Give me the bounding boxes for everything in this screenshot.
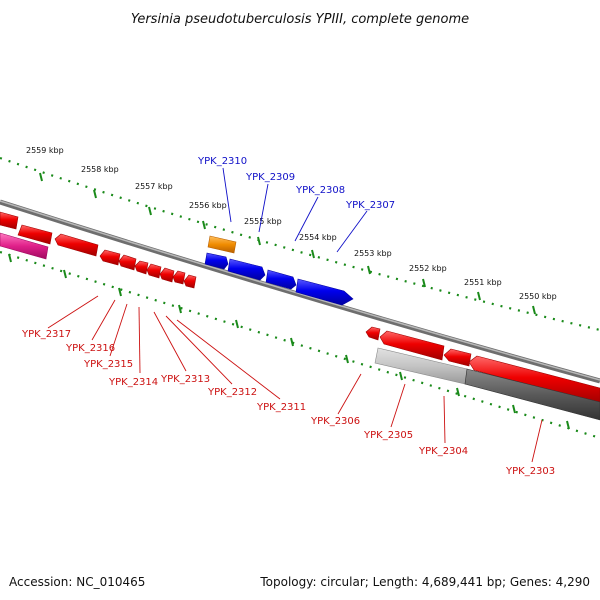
scale-ring-inner [0,250,600,440]
scale-tick-major [367,265,371,275]
forward-genes [204,235,354,306]
gene-label[interactable]: YPK_2306 [310,416,360,427]
gene-ypk-2305-gene[interactable] [379,330,445,361]
scale-tick-inner [399,371,403,381]
scale-tick-major [477,291,481,301]
map-title: Yersinia pseudotuberculosis YPIII, compl… [131,12,469,27]
scale-tick-inner [235,319,239,329]
leader-line [165,315,233,385]
scale-tick-major [202,220,206,230]
leader-line [153,311,187,372]
gene-ypk-2306[interactable] [365,326,381,341]
gene-ypk-2304-gene[interactable] [443,348,472,367]
leader-line [138,306,141,374]
leader-line [294,196,319,242]
gene-label[interactable]: YPK_2311 [256,402,306,413]
gene-label[interactable]: YPK_2317 [21,329,71,340]
gene-label[interactable]: YPK_2309 [245,172,295,183]
leader-line [222,167,232,223]
gene-label[interactable]: YPK_2305 [363,430,413,441]
leader-line [47,295,99,329]
gene-label[interactable]: YPK_2316 [65,343,115,354]
gene-label[interactable]: YPK_2307 [345,200,395,211]
reverse-genes-right [365,326,600,421]
scale-tick-inner [290,337,294,347]
gene-ypk-2307[interactable] [295,278,354,306]
scale-label: 2551 kbp [464,278,502,287]
scale-tick-major [311,249,315,259]
gene-ypk-2314[interactable] [118,254,137,271]
gene-ypk-2311-b[interactable] [172,270,186,285]
gene-label[interactable]: YPK_2312 [207,387,257,398]
scale-tick-inner [512,404,516,414]
gene-ypk-2309[interactable] [204,252,229,270]
scale-tick-inner [456,387,460,397]
genome-summary-text: Topology: circular; Length: 4,689,441 bp… [259,575,590,589]
scale-ring-outer [0,156,600,332]
gene-ypk-2310[interactable] [207,235,237,254]
gene-ypk-2316[interactable] [54,233,99,257]
scale-label: 2550 kbp [519,292,557,301]
scale-tick-inner [345,354,349,364]
gene-ypk-2315[interactable] [99,249,121,266]
genome-backbone-highlight [0,200,600,381]
leader-line [109,303,128,357]
gene-ypk-2313[interactable] [134,260,149,275]
leader-line [443,395,446,444]
scale-tick-major [532,305,536,315]
gene-ypk-2317-a[interactable] [0,211,19,230]
gene-label[interactable]: YPK_2303 [505,466,555,477]
scale-tick-major [422,278,426,288]
gene-label[interactable]: YPK_2308 [295,185,345,196]
gene-label[interactable]: YPK_2304 [418,446,468,457]
accession-text: Accession: NC_010465 [9,575,145,589]
gene-ypk-2317-b[interactable] [17,224,53,245]
gene-ypk-2312[interactable] [146,263,162,279]
scale-label: 2552 kbp [409,264,447,273]
leader-line [531,419,543,463]
scale-label: 2556 kbp [189,201,227,210]
gene-ypk-2308[interactable] [227,258,266,281]
scale-label: 2553 kbp [354,249,392,258]
leader-line [176,319,281,400]
leader-line [258,183,269,233]
gene-label[interactable]: YPK_2310 [197,156,247,167]
gene-label[interactable]: YPK_2314 [108,377,158,388]
scale-tick-major [39,172,43,182]
scale-tick-inner [118,287,122,297]
gene-label[interactable]: YPK_2313 [160,374,210,385]
scale-label: 2555 kbp [244,217,282,226]
scale-tick-major [257,236,261,246]
scale-label: 2554 kbp [299,233,337,242]
scale-label: 2558 kbp [81,165,119,174]
scale-tick-major [93,189,97,199]
gene-ypk-2311-c[interactable] [183,274,197,289]
reverse-genes-left [0,211,197,289]
feature-pink[interactable] [0,232,49,260]
scale-label: 2557 kbp [135,182,173,191]
scale-tick-inner [566,420,570,430]
leader-line [91,299,116,341]
leader-line [336,210,368,253]
gene-label[interactable]: YPK_2315 [83,359,133,370]
scale-tick-inner [178,304,182,314]
leader-line [337,373,362,415]
scale-tick-major [148,206,152,216]
gene-ypk-2308b[interactable] [265,269,297,290]
feature-dark-gray[interactable] [464,368,600,421]
leader-line [390,383,406,428]
scale-labels: 2559 kbp 2558 kbp 2557 kbp 2556 kbp 2555… [26,146,557,301]
reverse-gene-labels: YPK_2317 YPK_2316 YPK_2315 YPK_2314 YPK_… [21,295,555,477]
genome-backbone [0,199,600,384]
gene-ypk-2311-a[interactable] [159,267,175,283]
scale-tick-inner [63,269,67,279]
forward-gene-labels: YPK_2310 YPK_2309 YPK_2308 YPK_2307 [197,156,395,253]
scale-label: 2559 kbp [26,146,64,155]
scale-tick-inner [8,253,12,263]
